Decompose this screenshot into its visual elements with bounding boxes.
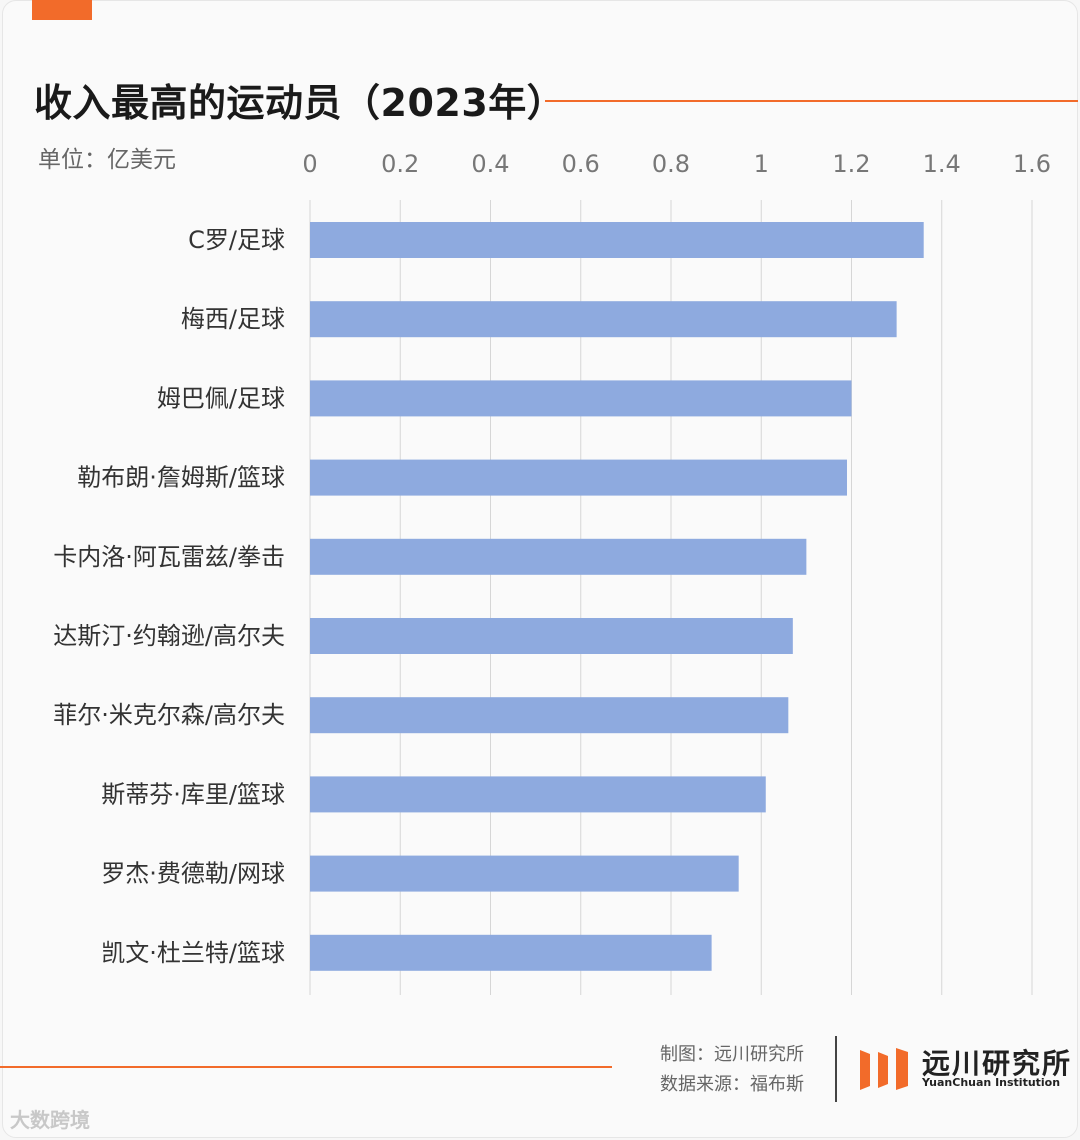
x-tick-label: 0.6 — [562, 150, 600, 178]
unit-label: 单位：亿美元 — [38, 147, 176, 173]
x-tick-label: 0 — [302, 150, 317, 178]
bar — [310, 855, 739, 892]
x-tick-label: 0.4 — [471, 150, 509, 178]
x-tick-label: 1.6 — [1013, 150, 1051, 178]
bar — [310, 459, 847, 496]
x-axis-ticks: 0 0.2 0.4 0.6 0.8 1 1.2 1.4 1.6 — [302, 150, 1051, 178]
bar — [310, 222, 924, 258]
x-tick-label: 1.2 — [832, 150, 870, 178]
footer-rule — [0, 1066, 612, 1068]
bars — [310, 222, 924, 971]
x-tick-label: 1.4 — [923, 150, 961, 178]
bar — [310, 776, 766, 813]
bar — [310, 380, 852, 417]
category-label: C罗/足球 — [188, 226, 285, 254]
logo-text-en: YuanChuan Institution — [922, 1076, 1061, 1089]
bar — [310, 301, 897, 338]
watermark: 大数跨境 — [10, 1108, 90, 1132]
accent-tab — [32, 0, 92, 20]
yuanchuan-logo-icon — [860, 1048, 908, 1090]
bar — [310, 934, 712, 971]
x-tick-label: 0.2 — [381, 150, 419, 178]
bar-chart: 0 0.2 0.4 0.6 0.8 1 1.2 1.4 1.6 C罗/足球梅西/足球姆巴佩/足球… — [53, 150, 1051, 995]
credits: 制图：远川研究所 数据来源：福布斯 — [660, 1040, 804, 1100]
category-labels: C罗/足球梅西/足球姆巴佩/足球勒布朗·詹姆斯/篮球卡内洛·阿瓦雷兹/拳击达斯汀… — [53, 226, 285, 967]
bar — [310, 697, 789, 734]
credit-separator — [835, 1036, 837, 1102]
category-label: 卡内洛·阿瓦雷兹/拳击 — [53, 543, 285, 571]
credit-source: 数据来源：福布斯 — [660, 1074, 804, 1095]
x-tick-label: 0.8 — [652, 150, 690, 178]
bar — [310, 618, 793, 654]
credit-maker: 制图：远川研究所 — [660, 1044, 804, 1065]
x-tick-label: 1 — [754, 150, 769, 178]
chart-title: 收入最高的运动员（2023年） — [34, 81, 566, 125]
title-rule — [545, 100, 1078, 102]
bar — [310, 538, 807, 575]
category-label: 菲尔·米克尔森/高尔夫 — [53, 701, 285, 729]
category-label: 姆巴佩/足球 — [157, 384, 285, 412]
category-label: 达斯汀·约翰逊/高尔夫 — [53, 622, 285, 650]
category-label: 罗杰·费德勒/网球 — [101, 860, 285, 888]
category-label: 梅西/足球 — [181, 305, 285, 333]
category-label: 斯蒂芬·库里/篮球 — [101, 780, 285, 808]
category-label: 勒布朗·詹姆斯/篮球 — [77, 464, 285, 492]
category-label: 凯文·杜兰特/篮球 — [101, 939, 285, 967]
logo-text-cn: 远川研究所 — [922, 1047, 1073, 1080]
